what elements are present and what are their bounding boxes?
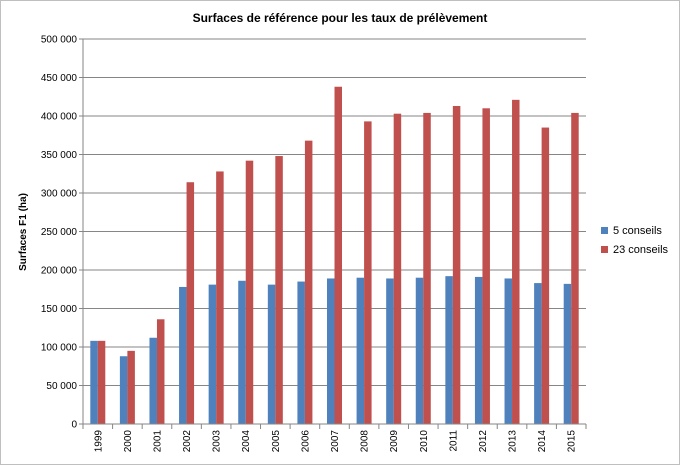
- bar: [541, 127, 550, 425]
- bar: [364, 121, 372, 424]
- x-tick-label: 2006: [300, 430, 311, 453]
- x-tick-label: 2014: [537, 430, 548, 453]
- bar: [534, 283, 542, 424]
- bar: [415, 277, 424, 424]
- bar: [445, 276, 453, 424]
- bar: [393, 113, 402, 424]
- bar: [356, 277, 365, 424]
- x-tick-label: 2010: [419, 430, 430, 453]
- y-tick-label: 400 000: [41, 112, 78, 123]
- y-tick-label: 250 000: [41, 227, 78, 238]
- x-tick-label: 2007: [330, 430, 341, 453]
- legend: 5 conseils 23 conseils: [601, 225, 669, 256]
- x-tick-label: 2000: [123, 430, 134, 453]
- x-tick-label: 2013: [508, 430, 519, 453]
- y-tick-labels: 0 50 000 100 000 150 000 200 000 250 000 300 0…: [41, 35, 78, 431]
- x-tick-label: 2012: [478, 430, 489, 453]
- x-tick-label: 2002: [182, 430, 193, 453]
- bar: [119, 356, 128, 424]
- bar: [386, 278, 394, 424]
- bar: [563, 283, 572, 424]
- bar: [156, 319, 165, 424]
- bar: [186, 182, 195, 424]
- bar: [327, 278, 335, 424]
- bar: [512, 99, 520, 424]
- bar: [149, 337, 157, 424]
- bar: [97, 340, 106, 424]
- bar: [334, 86, 342, 425]
- bar: [90, 340, 98, 424]
- y-tick-label: 350 000: [41, 150, 78, 161]
- x-tick-label: 2011: [448, 430, 459, 452]
- bar: [238, 280, 246, 424]
- bar: [267, 284, 276, 424]
- legend-label: 23 conseils: [613, 244, 669, 256]
- y-tick-label: 0: [71, 420, 77, 431]
- y-tick-label: 100 000: [41, 343, 78, 354]
- legend-swatch: [601, 227, 608, 234]
- x-tick-label: 2008: [360, 430, 371, 453]
- bar: [208, 284, 217, 424]
- bar: [474, 276, 483, 424]
- bar: [571, 112, 579, 425]
- x-tick-labels: 1999 2000 2001 2002 2003 2004 2005 2006 2007 2008…: [93, 430, 577, 453]
- bar: [297, 281, 305, 424]
- y-tick-label: 200 000: [41, 266, 78, 277]
- y-tick-label: 50 000: [46, 381, 77, 392]
- bar: [304, 140, 313, 424]
- x-tick-label: 2003: [212, 430, 223, 453]
- y-tick-label: 300 000: [41, 189, 78, 200]
- bar: [275, 156, 283, 425]
- x-tick-label: 2015: [567, 430, 578, 453]
- bar: [245, 160, 254, 424]
- bar: [452, 105, 461, 425]
- legend-swatch: [601, 246, 608, 253]
- x-tick-label: 1999: [93, 430, 104, 453]
- axes: [79, 38, 587, 429]
- bar: [179, 286, 187, 424]
- legend-label: 5 conseils: [613, 225, 662, 237]
- bars: [90, 86, 579, 425]
- bar: [127, 350, 135, 424]
- y-tick-label: 150 000: [41, 304, 78, 315]
- chart-title: Surfaces de référence pour les taux de p…: [193, 11, 488, 25]
- bar: [216, 171, 224, 424]
- y-tick-label: 450 000: [41, 73, 78, 84]
- x-tick-label: 2001: [152, 430, 163, 453]
- x-tick-label: 2004: [241, 430, 252, 453]
- x-tick-label: 2009: [389, 430, 400, 453]
- bar: [423, 112, 431, 425]
- bar: [504, 278, 513, 424]
- x-tick-label: 2005: [271, 430, 282, 453]
- bar: [482, 108, 490, 425]
- y-tick-label: 500 000: [41, 35, 78, 46]
- y-axis-label: Surfaces F1 (ha): [18, 193, 29, 271]
